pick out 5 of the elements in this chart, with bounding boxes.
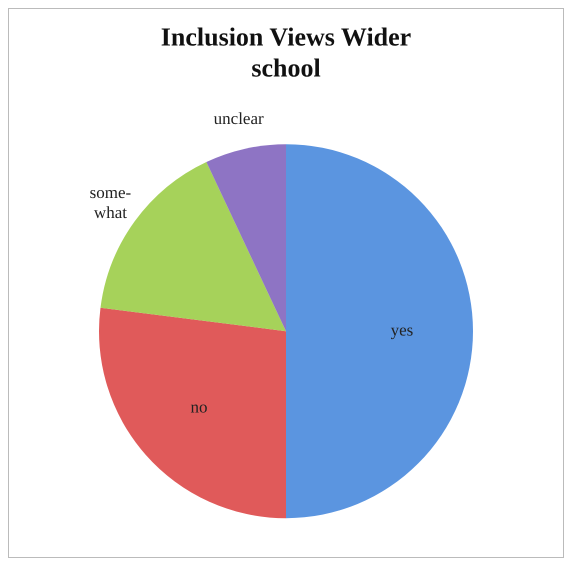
slice-label: no (190, 397, 208, 416)
slice-label: some-what (90, 183, 132, 222)
slice-label: unclear (214, 108, 264, 128)
slice-label: yes (390, 320, 414, 340)
chart-title: Inclusion Views Wider school (160, 22, 412, 83)
